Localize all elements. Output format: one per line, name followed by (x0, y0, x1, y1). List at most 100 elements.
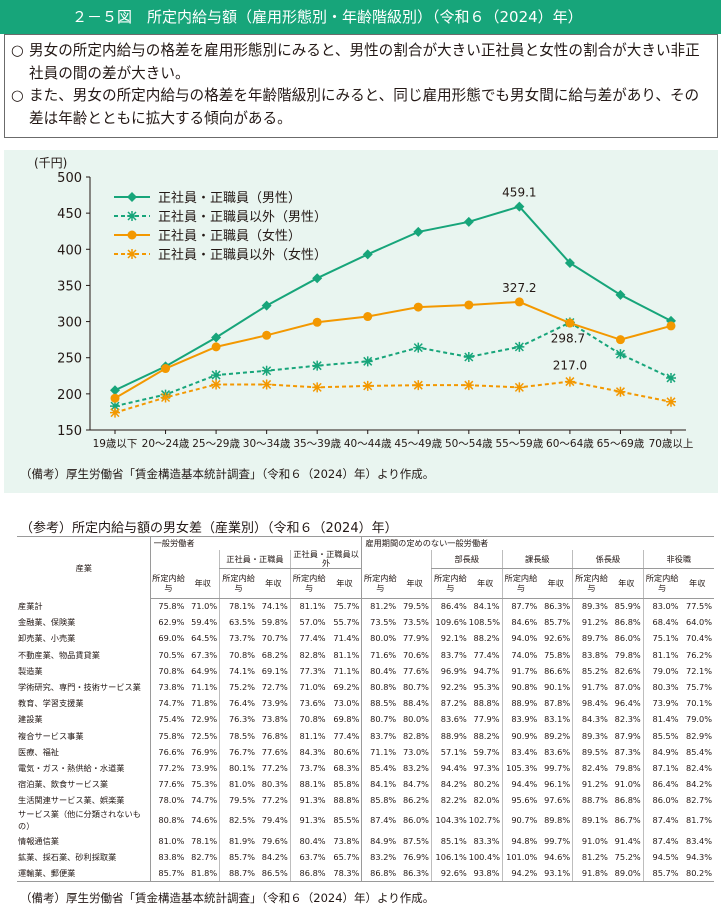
table-cell: 92.2% (430, 678, 469, 696)
table-cell: 90.8% (501, 678, 540, 696)
table-cell: 82.2% (430, 792, 469, 809)
table-cell: 75.8% (544, 649, 571, 660)
table-cell: 72.1% (680, 662, 714, 679)
legend-marker (127, 249, 137, 259)
data-point (211, 342, 221, 352)
table-cell: 92.1% (430, 630, 469, 647)
table-cell: 75.2% (219, 678, 257, 696)
table-cell: 79.4% (261, 815, 288, 826)
table-cell: 89.3% (572, 727, 610, 744)
table-cell: 85.5% (642, 727, 681, 744)
table-cell: 86.8% (361, 864, 399, 882)
table-cell: 104.3% (430, 808, 469, 833)
industry-name: 教育、学習支援業 (17, 695, 151, 712)
table-cell: 106.1% (430, 848, 469, 865)
table-cell: 83.7% (361, 727, 399, 744)
table-cell: 81.2% (361, 598, 399, 615)
table-row: 運輸業、郵便業 85.7% 81.8% 88.7% 86.5% 86.8% 78.3% 86.… (17, 864, 714, 882)
industry-name: 産業計 (17, 598, 151, 615)
table-cell: 80.1% (219, 759, 257, 777)
table-cell: 91.3% (289, 808, 328, 833)
table-cell: 79.8% (609, 759, 644, 777)
data-point (615, 386, 626, 397)
data-point (666, 396, 676, 407)
data-point (514, 341, 525, 352)
table-cell: 87.0% (614, 682, 641, 693)
table-cell: 75.2% (614, 851, 641, 862)
table-cell: 70.6% (402, 649, 429, 660)
col-header-annual: 年収 (398, 568, 432, 599)
table-cell: 90.7% (501, 808, 540, 833)
table-cell: 86.0% (402, 815, 429, 826)
series-line (114, 205, 672, 392)
col-header-annual: 年収 (468, 568, 503, 599)
table-cell: 80.0% (402, 714, 429, 725)
data-point (262, 330, 272, 340)
data-point (564, 376, 575, 387)
industry-name: 学術研究、専門・技術サービス業 (17, 678, 151, 696)
table-cell: 81.2% (572, 848, 610, 865)
table-cell: 72.7% (261, 682, 288, 693)
table-cell: 99.7% (539, 832, 573, 849)
table-cell: 77.5% (680, 598, 714, 615)
table-cell: 84.3% (289, 743, 328, 760)
y-tick-label: 300 (57, 316, 82, 331)
table-cell: 81.1% (289, 598, 328, 615)
table-cell: 80.2% (473, 779, 500, 790)
table-cell: 83.1% (544, 714, 571, 725)
table-row: 電気・ガス・熱供給・水道業 77.2% 73.9% 80.1% 77.2% 73.7% 68… (17, 759, 714, 777)
table-cell: 81.1% (333, 649, 360, 660)
table-row: 産業計 75.8% 71.0% 78.1% 74.1% 81.1% 75.7% 81.2% 79… (17, 598, 714, 615)
data-point (363, 312, 373, 322)
table-row: 医療、福祉 76.6% 76.9% 76.7% 77.6% 84.3% 80.6% 71.1%… (17, 743, 714, 760)
table-cell: 93.1% (539, 864, 573, 882)
table-cell: 75.4% (158, 714, 185, 725)
series-line (114, 321, 672, 408)
table-cell: 82.4% (572, 759, 610, 777)
table-cell: 75.3% (191, 779, 218, 790)
table-cell: 98.4% (572, 695, 610, 712)
data-point (312, 382, 323, 393)
table-cell: 94.8% (501, 832, 540, 849)
table-cell: 75.7% (685, 682, 712, 693)
table-cell: 80.6% (333, 746, 360, 757)
table-cell: 78.5% (219, 727, 257, 744)
table-cell: 71.1% (361, 743, 399, 760)
table-cell: 70.8% (219, 646, 257, 663)
legend-marker (127, 230, 137, 240)
table-cell: 78.3% (327, 864, 362, 882)
table-row: 建設業 75.4% 72.9% 76.3% 73.8% 70.8% 69.8% 80.7% 80… (17, 711, 714, 728)
table-cell: 77.4% (327, 727, 362, 744)
col-header-annual: 年収 (186, 568, 220, 599)
col-header-pay: 所定内給与 (150, 568, 187, 599)
table-cell: 86.4% (430, 598, 469, 615)
data-point (110, 393, 120, 403)
table-cell: 80.7% (402, 682, 429, 693)
table-cell: 74.0% (501, 646, 540, 663)
table-cell: 83.8% (572, 646, 610, 663)
table-row: 卸売業、小売業 69.0% 64.5% 73.7% 70.7% 77.4% 71.4% 80.… (17, 630, 714, 647)
reference-table-title: （参考）所定内給与額の男女差（産業別）（令和６（2024）年） (20, 521, 398, 536)
table-cell: 99.7% (539, 759, 573, 777)
table-cell: 74.1% (256, 598, 291, 615)
table-cell: 84.3% (572, 711, 610, 728)
table-cell: 81.8% (186, 864, 220, 882)
table-cell: 79.8% (614, 649, 641, 660)
subgroup-nonregular: 正社員・正職員以外 (289, 549, 362, 569)
table-cell: 67.3% (191, 649, 218, 660)
table-cell: 68.3% (327, 759, 362, 777)
table-cell: 77.3% (289, 662, 328, 679)
table-cell: 86.8% (289, 864, 328, 882)
table-cell: 73.5% (402, 617, 429, 628)
legend-label: 正社員・正職員以外（男性） (158, 209, 327, 225)
industry-name: 宿泊業、飲食サービス業 (17, 776, 151, 793)
data-point (211, 332, 222, 343)
subgroup-blank (150, 550, 220, 569)
x-tick-label: 50～54歳 (445, 438, 493, 450)
col-header-pay: 所定内給与 (361, 568, 399, 599)
col-header-pay: 所定内給与 (501, 568, 540, 599)
data-point (564, 258, 575, 269)
table-cell: 77.2% (150, 759, 187, 777)
table-cell: 80.8% (158, 815, 185, 826)
data-point (666, 321, 676, 331)
